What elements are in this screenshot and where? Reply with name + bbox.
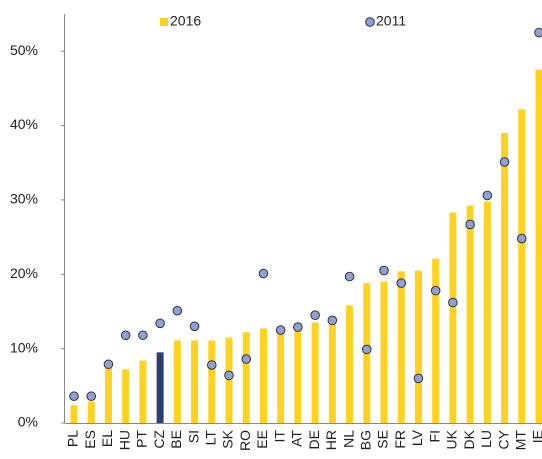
y-tick-label: 10%	[10, 339, 38, 355]
dot	[155, 318, 165, 329]
bar	[483, 201, 491, 423]
bar	[311, 322, 319, 423]
bar	[328, 320, 336, 423]
bar	[242, 332, 250, 423]
x-tick-label: UK	[444, 429, 460, 449]
x-tick-label: EE	[254, 430, 270, 449]
bar	[449, 212, 457, 423]
y-tick-label: 40%	[10, 116, 38, 132]
y-tick-label: 0%	[18, 414, 38, 430]
legend-label: 2016	[170, 13, 201, 29]
x-tick-label: IT	[271, 430, 287, 443]
x-tick-label: SK	[220, 429, 236, 448]
x-tick-label: FR	[392, 430, 408, 449]
dot	[344, 271, 355, 282]
x-tick-label: DE	[306, 430, 322, 449]
bar	[432, 258, 440, 423]
legend-label: 2011	[376, 13, 406, 29]
bar	[501, 132, 509, 423]
dot	[138, 330, 148, 341]
x-tick-label: FI	[426, 430, 442, 442]
dot	[482, 190, 493, 201]
y-tick-label: 20%	[10, 265, 38, 281]
x-tick-label: ES	[82, 430, 98, 449]
x-tick-label: BE	[168, 430, 184, 449]
x-tick-label: EL	[99, 430, 115, 447]
dot	[241, 354, 252, 364]
x-tick-label: CZ	[151, 430, 167, 449]
x-tick-label: PT	[134, 430, 150, 448]
bar	[414, 270, 422, 423]
y-tick-label: 30%	[10, 191, 38, 207]
x-tick-label: LT	[202, 430, 218, 446]
bar	[208, 340, 216, 423]
dot	[413, 373, 424, 384]
bar	[518, 109, 526, 423]
bar	[466, 205, 474, 423]
bar	[294, 324, 302, 423]
x-tick-label: MT	[512, 430, 528, 451]
x-tick-label: DK	[461, 429, 477, 449]
dot	[516, 233, 527, 244]
dot	[258, 268, 269, 279]
bar	[173, 340, 181, 423]
x-tick-label: IE	[530, 430, 542, 443]
x-tick-label: PL	[65, 430, 81, 447]
bar	[156, 352, 164, 423]
bar	[87, 401, 95, 423]
x-tick-label: SI	[185, 430, 201, 443]
dot	[379, 265, 389, 276]
bar	[346, 305, 354, 423]
dot	[189, 321, 200, 332]
bar	[277, 327, 285, 423]
y-tick-label: 50%	[10, 42, 38, 58]
x-tick-label: HU	[116, 430, 132, 450]
dot	[327, 315, 338, 326]
dot	[448, 297, 458, 308]
bar	[259, 328, 267, 423]
dot	[396, 278, 407, 288]
dot	[465, 219, 475, 230]
x-tick-label: NL	[340, 430, 356, 448]
dot	[206, 360, 217, 370]
bar	[191, 340, 199, 423]
dot	[293, 322, 303, 332]
x-tick-label: LU	[478, 430, 494, 448]
dot	[172, 305, 183, 316]
dot	[499, 157, 510, 167]
dot	[534, 27, 542, 38]
x-tick-label: CY	[495, 429, 511, 449]
dot	[310, 310, 320, 320]
bar	[380, 281, 388, 423]
dot	[430, 285, 441, 296]
x-tick-label: AT	[289, 430, 305, 447]
x-tick-label: RO	[237, 430, 253, 451]
dot	[86, 391, 97, 402]
legend-marker	[365, 17, 375, 27]
x-tick-label: SE	[375, 430, 391, 449]
x-tick-label: HR	[323, 430, 339, 450]
dot	[69, 391, 79, 402]
bar	[225, 337, 233, 423]
bar	[397, 271, 405, 423]
bar	[122, 369, 130, 423]
x-tick-label: LV	[409, 429, 425, 446]
dot	[103, 359, 114, 370]
legend-marker	[160, 18, 168, 26]
dot	[224, 370, 234, 381]
dot	[361, 344, 372, 355]
bar	[535, 69, 542, 423]
dot	[275, 325, 286, 335]
x-tick-label: BG	[357, 430, 373, 450]
bar	[139, 360, 147, 423]
bar	[104, 367, 112, 423]
dot	[120, 330, 131, 341]
bar	[70, 405, 78, 423]
